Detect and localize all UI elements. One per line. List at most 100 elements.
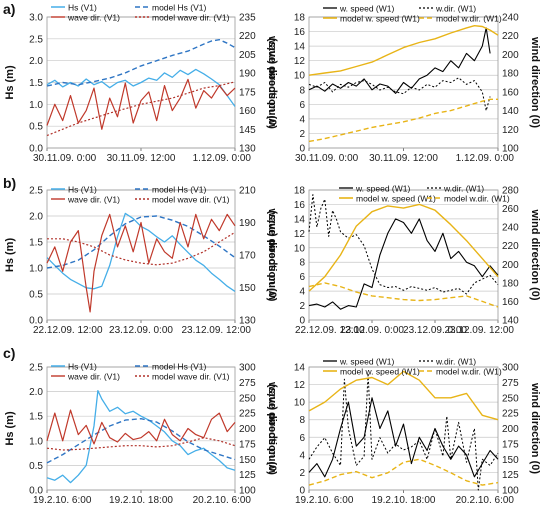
series-line [46,212,236,292]
y-tick-label: 16 [294,27,306,38]
y2-tick-label: 220 [239,31,256,42]
y-tick-label: 2.5 [29,34,43,45]
y2-tick-label: 220 [502,241,519,252]
y-tick-label: 14 [294,363,306,374]
x-tick-label: 20.2.10. 6:00 [456,495,515,506]
y-tick-label: 2 [299,468,305,479]
series-line [308,397,499,478]
y2-tick-label: 125 [502,470,519,481]
x-tick-label: 19.2.10. 6:00 [33,495,92,506]
series-line [308,372,499,491]
x-tick-label: 19.2.10. 18:00 [372,495,436,506]
y2-tick-label: 205 [239,50,256,61]
legend-label: model w. speed (W1) [340,366,420,376]
x-tick-label: 20.2.10. 6:00 [193,495,252,506]
plot-frame [308,366,499,491]
chart-panel-2: 0 2 4 6 8 10 12 14 16 18 100 120 140 160 180 200 220 240 3… [266,3,541,164]
x-tick-label: 1.12.09. 0:00 [193,153,252,164]
series-line [46,409,236,445]
plot-frame [308,16,499,149]
y2-axis-label: wave direction (0) [266,35,278,129]
chart-panel-6: 0 2 4 6 8 10 12 14 100 125 150 175 200 225 250 275 300 19… [266,356,541,506]
y2-tick-label: 160 [502,297,519,308]
y-tick-label: 0.5 [29,461,43,472]
series-line [308,282,499,308]
y2-tick-label: 210 [239,186,256,197]
x-tick-label: 19.2.10. 18:00 [109,495,173,506]
y2-tick-label: 250 [239,393,256,404]
y-axis-label: Hs (m) [4,238,16,273]
legend-label: wave dir. (V1) [67,194,120,204]
x-tick-label: 23.12.09. 12:00 [181,325,251,336]
x-tick-label: 23.12.09. 0:00 [109,325,173,336]
y2-tick-label: 150 [239,283,256,294]
y-tick-label: 4 [299,287,305,298]
series-line [308,25,499,76]
y2-tick-label: 300 [239,363,256,374]
series-line [308,27,491,94]
y-tick-label: 8 [299,415,305,426]
legend-label: model w.dir. (W1) [444,193,510,203]
x-tick-label: 30.11.09. 12:00 [369,153,438,164]
y-axis-label: wind speed (m/s) [266,38,278,129]
x-tick-label: 30.11.09. 12:00 [107,153,176,164]
y2-tick-label: 175 [502,439,519,450]
legend-label: w.dir. (W1) [435,3,476,13]
y2-tick-label: 120 [502,125,519,136]
y2-tick-label: 145 [239,125,256,136]
series-line [46,389,236,484]
y-tick-label: 2.0 [29,387,43,398]
legend-label: model Hs (V1) [152,2,206,12]
plot-frame [46,366,236,491]
y-axis-label: Hs (m) [4,65,16,100]
panel-label: a) [3,1,15,17]
y2-tick-label: 280 [502,186,519,197]
y-axis-label: wind speed (m/s) [266,210,278,301]
y-tick-label: 1.0 [29,264,43,275]
y2-tick-label: 220 [502,31,519,42]
series-line [46,418,236,464]
y-tick-label: 6 [299,272,305,283]
y2-tick-label: 235 [239,13,256,24]
y-tick-label: 12 [294,380,306,391]
legend-label: model w. speed (W1) [356,193,436,203]
series-line [308,194,499,295]
y2-tick-label: 130 [239,144,256,155]
y2-axis-label: wave direction (0) [266,381,278,475]
panel-label: b) [3,175,16,191]
series-line [308,98,498,143]
y2-tick-label: 125 [239,470,256,481]
y2-tick-label: 190 [239,218,256,229]
y-tick-label: 2.0 [29,212,43,223]
plot-frame [46,189,236,321]
y2-tick-label: 200 [239,424,256,435]
x-tick-label: 22.12.09. 12:00 [295,325,365,336]
series-line [308,370,499,421]
y2-tick-label: 200 [502,50,519,61]
series-line [46,39,236,87]
y-tick-label: 0 [299,144,305,155]
y2-tick-label: 300 [502,363,519,374]
y2-tick-label: 140 [502,106,519,117]
y-tick-label: 6 [299,100,305,111]
y2-tick-label: 160 [502,87,519,98]
y2-tick-label: 100 [239,486,256,497]
series-line [308,203,499,292]
legend-label: model wave dir. (V1) [152,194,230,204]
chart-panel-4: 0 2 4 6 8 10 12 14 16 18 140 160 180 200 220 240 260 280 2… [266,183,541,336]
series-line [46,437,236,451]
y-tick-label: 8 [299,258,305,269]
y2-tick-label: 240 [502,223,519,234]
y2-tick-label: 175 [239,87,256,98]
y2-axis-label: wind direction (0) [529,382,541,474]
y-tick-label: 1.5 [29,238,43,249]
series-line [308,218,499,310]
y-tick-label: 12 [294,56,306,67]
legend-label: model w. speed (W1) [340,13,420,23]
x-tick-label: 23.12.09. 12:00 [444,325,514,336]
y-tick-label: 1.0 [29,436,43,447]
y-tick-label: 0.5 [29,122,43,133]
y2-tick-label: 180 [502,278,519,289]
legend-label: w. speed (W1) [355,183,410,193]
